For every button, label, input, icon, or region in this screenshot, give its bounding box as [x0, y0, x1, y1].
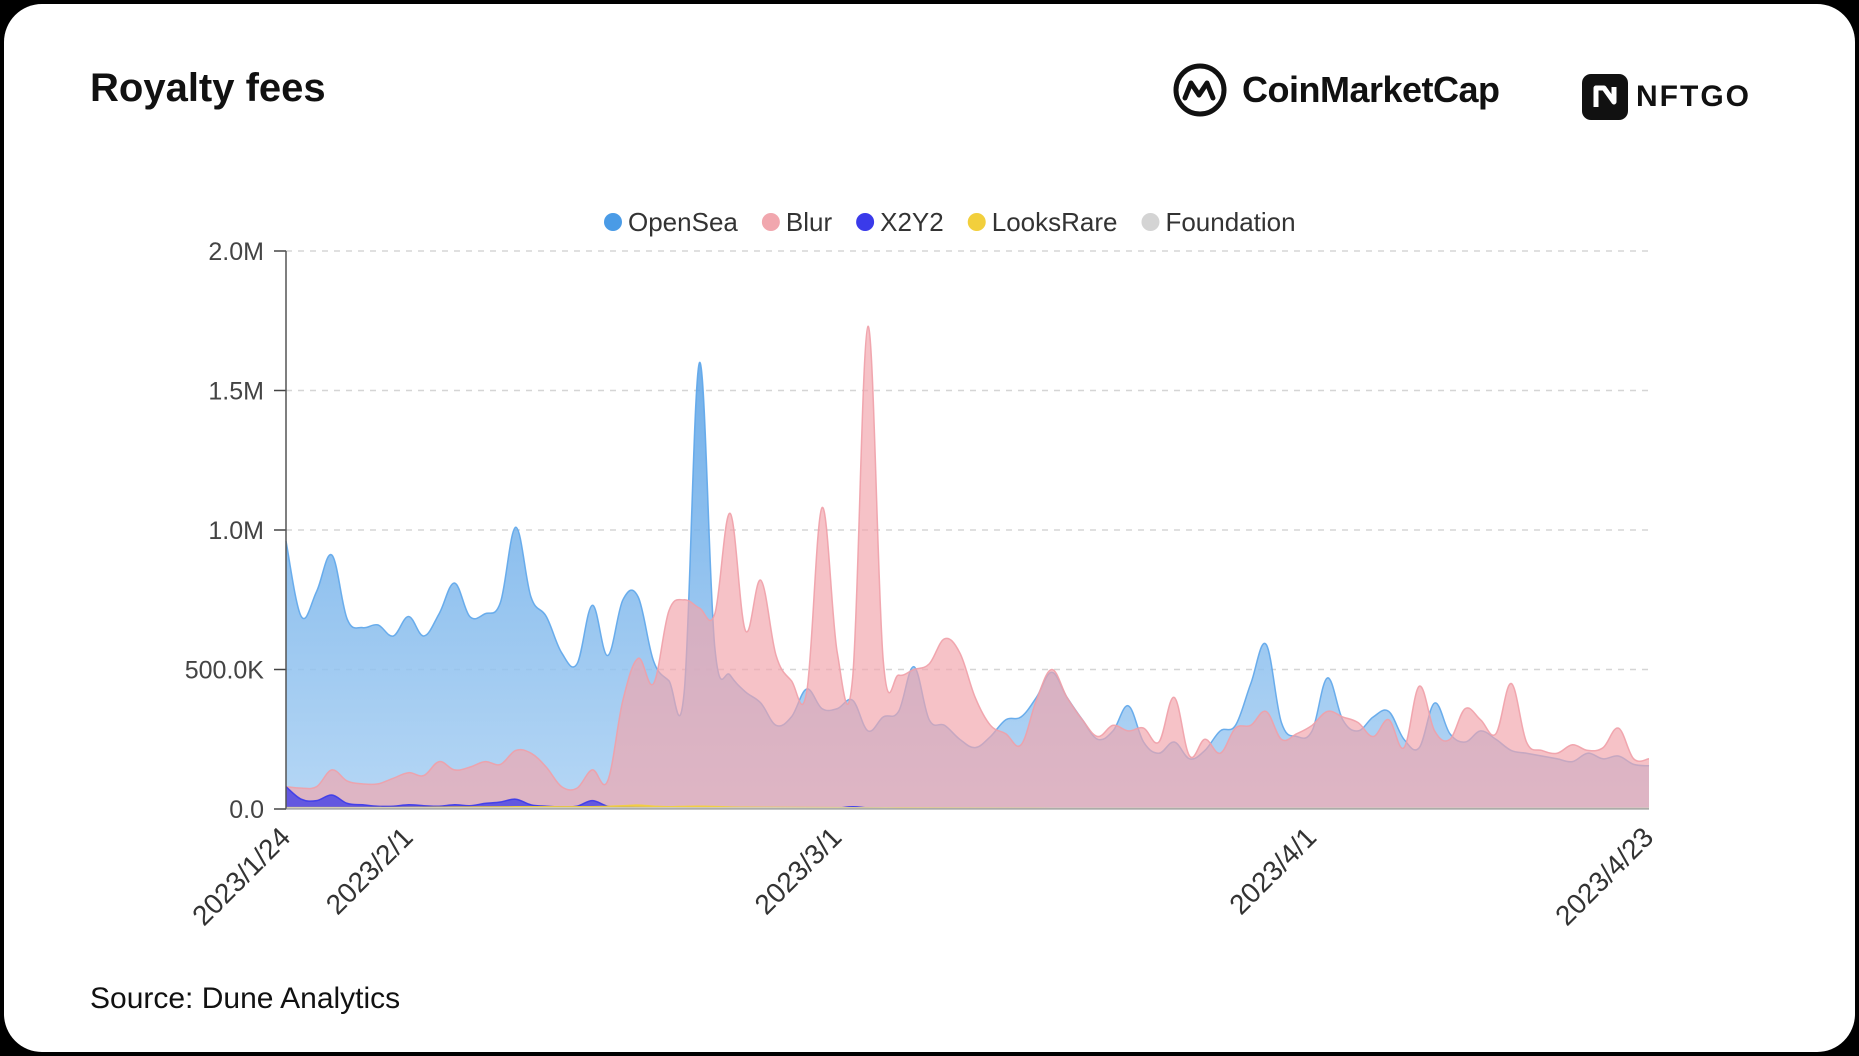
y-tick-label-4: 2.0M [208, 238, 264, 266]
legend-label-blur[interactable]: Blur [786, 207, 833, 237]
series-areas [285, 325, 1650, 810]
coinmarketcap-label: CoinMarketCap [1242, 69, 1500, 110]
area-blur [286, 326, 1649, 809]
page-title: Royalty fees [90, 66, 326, 110]
legend-label-foundation[interactable]: Foundation [1165, 207, 1295, 237]
nftgo-logo: NFTGO [1582, 74, 1751, 120]
nftgo-icon [1582, 74, 1628, 120]
legend-dot-blur[interactable] [761, 213, 780, 231]
coinmarketcap-icon [1173, 63, 1227, 117]
legend-dot-opensea[interactable] [604, 213, 622, 231]
y-tick-label-0: 0.0 [229, 796, 264, 824]
legend-dot-x2y2[interactable] [856, 213, 875, 231]
chart-card: Royalty fees CoinMarketCap NFTGO Source:… [4, 4, 1855, 1052]
x-tick-label-3: 2023/4/1 [1223, 821, 1322, 920]
y-tick-label-1: 500.0K [185, 657, 265, 685]
legend-dot-foundation[interactable] [1141, 213, 1160, 231]
y-tick-label-2: 1.0M [208, 517, 264, 545]
source-note: Source: Dune Analytics [90, 982, 401, 1015]
line-blur [285, 325, 1650, 791]
axes: 0.0 500.0K 1.0M 1.5M 2.0M 2023/1/24 2023/2/1 20… [185, 238, 1659, 931]
x-tick-label-4: 2023/4/23 [1549, 821, 1659, 931]
legend-label-x2y2[interactable]: X2Y2 [880, 207, 944, 237]
x-tick-label-1: 2023/2/1 [320, 821, 419, 920]
coinmarketcap-logo: CoinMarketCap [1172, 62, 1500, 118]
legend-label-opensea[interactable]: OpenSea [628, 207, 738, 237]
nftgo-label: NFTGO [1636, 80, 1751, 113]
grid-lines [286, 250, 1649, 671]
y-tick-label-3: 1.5M [208, 378, 264, 406]
x-tick-label-2: 2023/3/1 [749, 821, 848, 920]
legend: OpenSea Blur X2Y2 LooksRare Foundation [604, 207, 1296, 237]
legend-label-looksrare[interactable]: LooksRare [992, 207, 1118, 237]
legend-dot-looksrare[interactable] [967, 213, 986, 231]
x-tick-label-0: 2023/1/24 [186, 821, 296, 931]
